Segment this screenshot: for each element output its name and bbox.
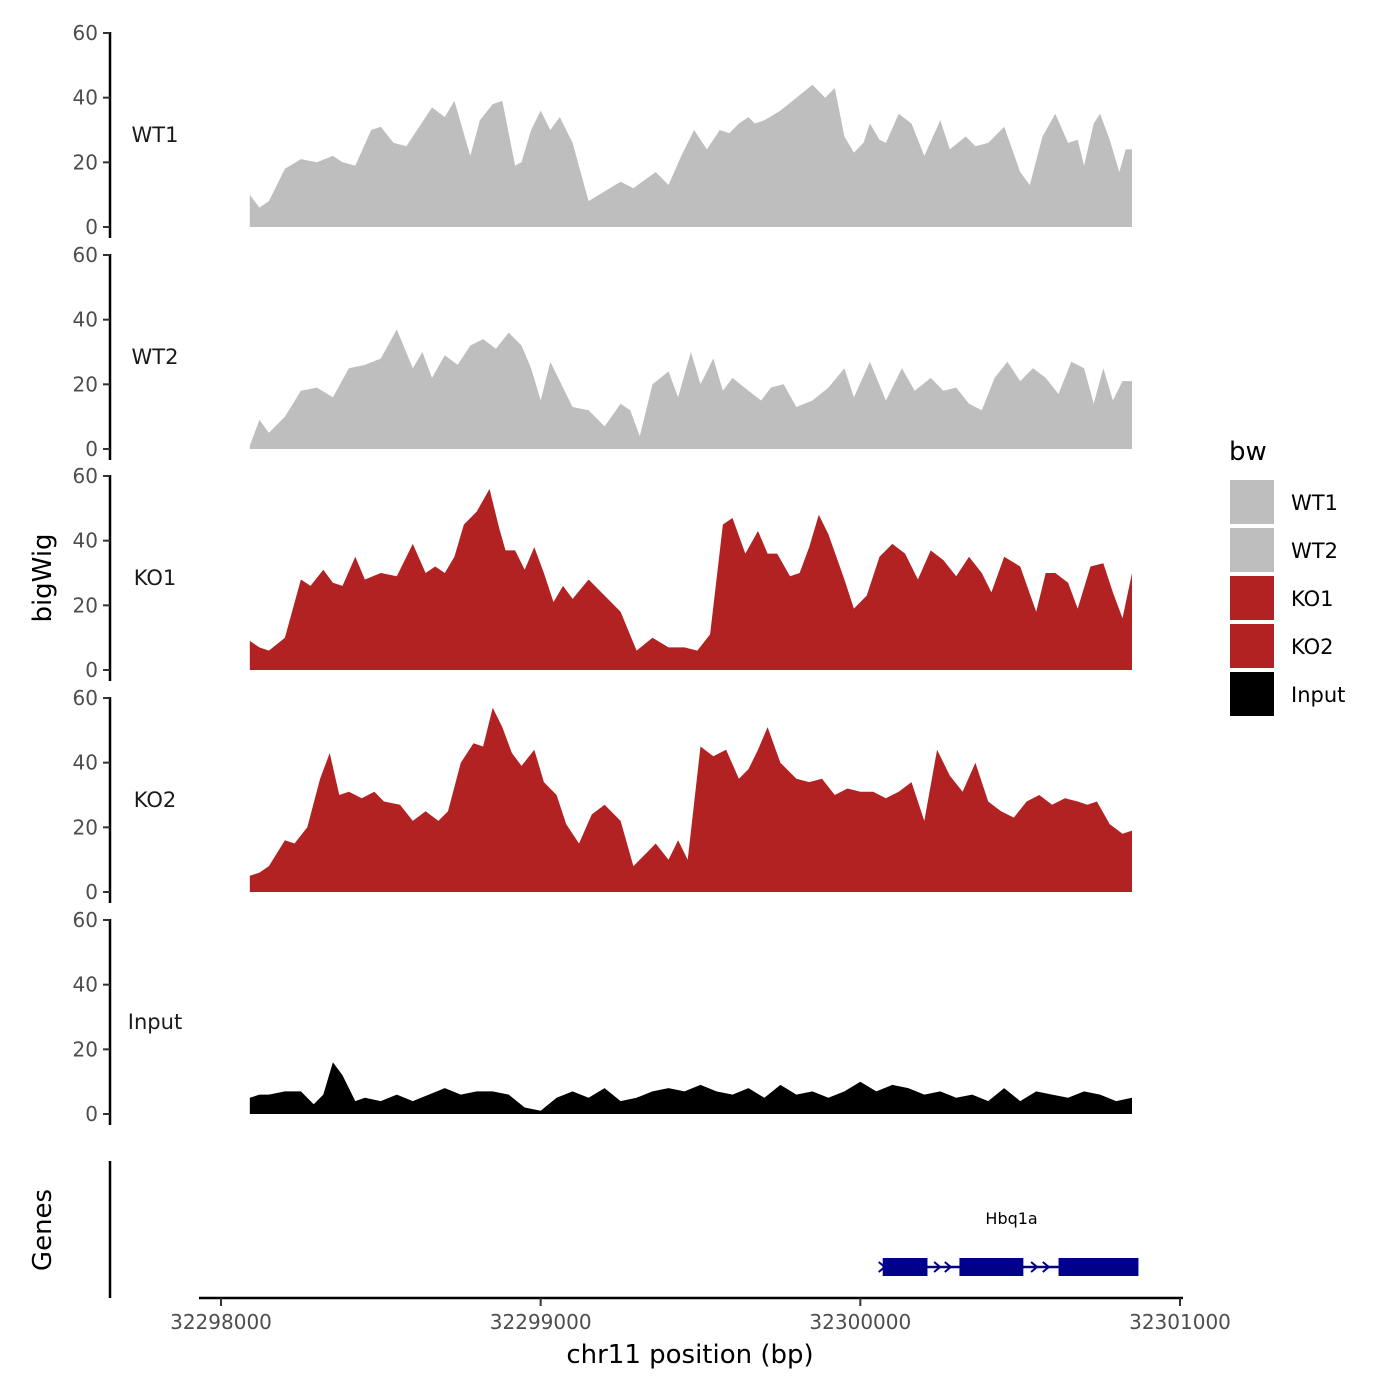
area-input <box>249 1062 1133 1114</box>
y-tick-label: 40 <box>73 973 98 997</box>
area-ko2 <box>249 707 1133 892</box>
y-tick-label: 60 <box>73 686 98 710</box>
gene-exon <box>882 1258 928 1276</box>
gene-direction-arrow <box>933 1261 942 1273</box>
y-tick-label: 20 <box>73 372 98 396</box>
track-label-ko2: KO2 <box>134 788 177 812</box>
gene-exon <box>1058 1258 1139 1276</box>
legend-key-wt1 <box>1230 480 1274 524</box>
y-tick-label: 40 <box>73 308 98 332</box>
legend-key-ko2 <box>1230 624 1274 668</box>
x-tick-label: 32298000 <box>170 1310 272 1334</box>
track-label-input: Input <box>128 1010 182 1034</box>
y-tick-label: 20 <box>73 150 98 174</box>
y-tick-label: 60 <box>73 21 98 45</box>
y-axis-title: bigWig <box>28 533 58 622</box>
y-tick-label: 0 <box>85 880 98 904</box>
y-tick-label: 0 <box>85 437 98 461</box>
track-label-ko1: KO1 <box>134 566 177 590</box>
legend-key-wt2 <box>1230 528 1274 572</box>
y-tick-label: 20 <box>73 593 98 617</box>
y-tick-label: 0 <box>85 215 98 239</box>
y-tick-label: 60 <box>73 464 98 488</box>
legend-title: bw <box>1229 437 1267 467</box>
legend-label-ko1: KO1 <box>1291 587 1334 611</box>
tracks-group: 0 20 40 60 WT1 0 20 40 60 WT2 0 20 40 60 KO1 0 20 40 60 KO2… <box>73 21 1133 1126</box>
legend-label-wt1: WT1 <box>1291 491 1338 515</box>
legend-label-input: Input <box>1291 683 1345 707</box>
y-tick-label: 60 <box>73 908 98 932</box>
gene-direction-arrow <box>944 1261 953 1273</box>
y-tick-label: 0 <box>85 1102 98 1126</box>
x-tick-label: 32299000 <box>490 1310 592 1334</box>
track-wt2: 0 20 40 60 WT2 <box>73 243 1133 461</box>
track-wt1: 0 20 40 60 WT1 <box>73 21 1133 239</box>
area-wt1 <box>249 84 1133 227</box>
y-tick-label: 40 <box>73 751 98 775</box>
track-label-wt2: WT2 <box>132 345 179 369</box>
x-tick-label: 32300000 <box>809 1310 911 1334</box>
gene-direction-arrow <box>1030 1261 1039 1273</box>
gene-direction-arrow <box>1042 1261 1051 1273</box>
y-tick-label: 20 <box>73 815 98 839</box>
gene-exon <box>959 1258 1024 1276</box>
track-input: 0 20 40 60 Input <box>73 908 1133 1126</box>
y-tick-label: 40 <box>73 529 98 553</box>
track-label-wt1: WT1 <box>132 123 179 147</box>
area-wt2 <box>249 329 1133 449</box>
track-ko1: 0 20 40 60 KO1 <box>73 464 1133 682</box>
x-axis-title: chr11 position (bp) <box>566 1340 813 1370</box>
x-tick-label: 32301000 <box>1129 1310 1231 1334</box>
legend-key-input <box>1230 672 1274 716</box>
legend: bw WT1 WT2 KO1 KO2 Input <box>1229 437 1345 716</box>
track-ko2: 0 20 40 60 KO2 <box>73 686 1133 904</box>
legend-key-ko1 <box>1230 576 1274 620</box>
area-ko1 <box>249 488 1133 670</box>
genes-panel: Hbq1a <box>108 1161 1139 1298</box>
legend-label-ko2: KO2 <box>1291 635 1334 659</box>
y-tick-label: 60 <box>73 243 98 267</box>
x-axis: 32298000 32299000 32300000 32301000 <box>170 1296 1231 1334</box>
y-tick-label: 40 <box>73 86 98 110</box>
y-tick-label: 20 <box>73 1037 98 1061</box>
legend-label-wt2: WT2 <box>1291 539 1338 563</box>
genes-axis-title: Genes <box>28 1189 58 1271</box>
gene-label: Hbq1a <box>985 1209 1037 1228</box>
y-tick-label: 0 <box>85 658 98 682</box>
